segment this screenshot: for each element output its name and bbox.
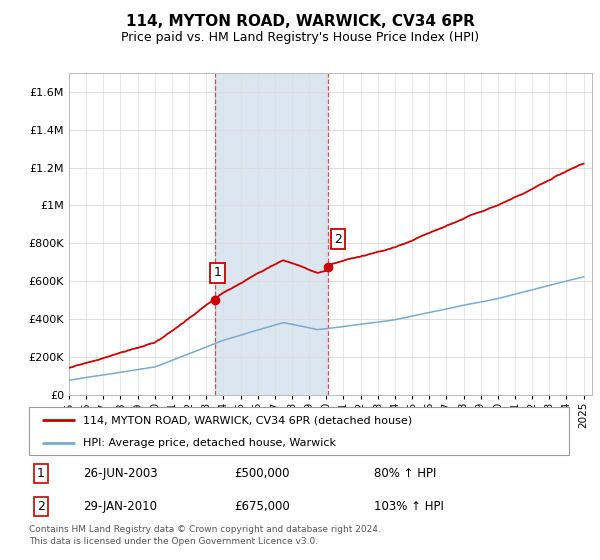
Text: £675,000: £675,000 — [234, 501, 290, 514]
Text: 103% ↑ HPI: 103% ↑ HPI — [374, 501, 444, 514]
FancyBboxPatch shape — [29, 407, 569, 455]
Text: 114, MYTON ROAD, WARWICK, CV34 6PR: 114, MYTON ROAD, WARWICK, CV34 6PR — [125, 14, 475, 29]
Text: 2: 2 — [334, 233, 342, 246]
Text: 1: 1 — [214, 266, 221, 279]
Text: 29-JAN-2010: 29-JAN-2010 — [83, 501, 157, 514]
Bar — [215, 73, 328, 395]
Text: Contains HM Land Registry data © Crown copyright and database right 2024.
This d: Contains HM Land Registry data © Crown c… — [29, 525, 380, 546]
Text: 26-JUN-2003: 26-JUN-2003 — [83, 467, 157, 480]
Text: £500,000: £500,000 — [234, 467, 290, 480]
Text: 1: 1 — [37, 467, 44, 480]
Text: HPI: Average price, detached house, Warwick: HPI: Average price, detached house, Warw… — [83, 438, 336, 448]
Text: Price paid vs. HM Land Registry's House Price Index (HPI): Price paid vs. HM Land Registry's House … — [121, 31, 479, 44]
Text: 114, MYTON ROAD, WARWICK, CV34 6PR (detached house): 114, MYTON ROAD, WARWICK, CV34 6PR (deta… — [83, 416, 412, 426]
Text: 80% ↑ HPI: 80% ↑ HPI — [374, 467, 437, 480]
Text: 2: 2 — [37, 501, 44, 514]
